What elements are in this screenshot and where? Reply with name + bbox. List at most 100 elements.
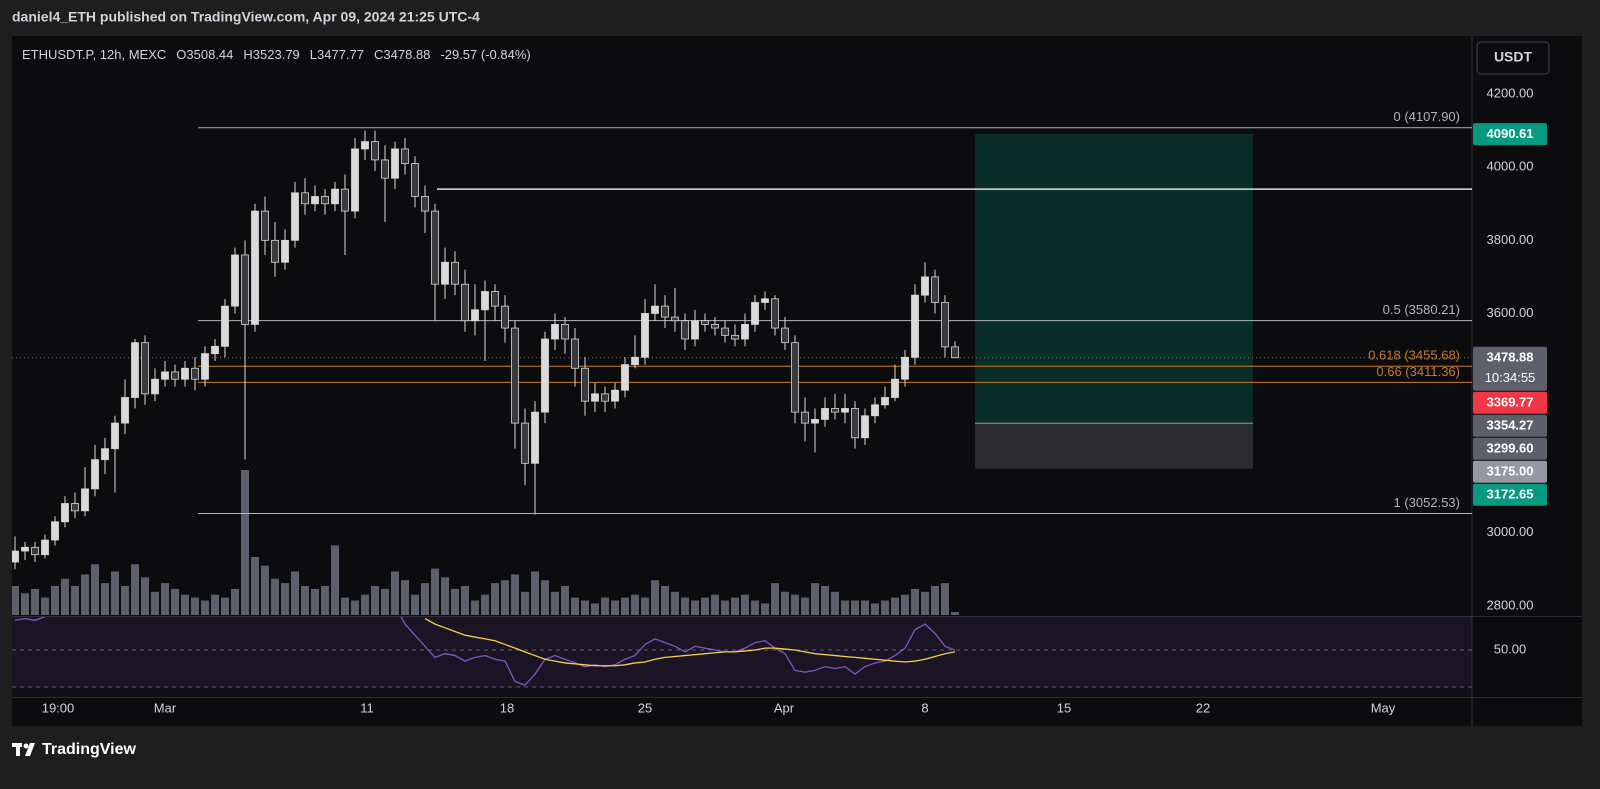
candle-body xyxy=(891,378,899,398)
candle-body xyxy=(671,316,679,322)
candle-body xyxy=(181,367,189,380)
candle-body xyxy=(171,371,179,380)
candle-body xyxy=(851,408,859,439)
ohlc-value: 3477.77 xyxy=(317,47,364,62)
volume-bar xyxy=(571,597,579,615)
candle-body xyxy=(12,550,19,563)
candle-body xyxy=(391,148,399,179)
price-label: 3299.60 xyxy=(1487,441,1534,456)
candle-body xyxy=(511,327,519,424)
volume-bar xyxy=(811,583,819,615)
candle-body xyxy=(161,371,169,380)
volume-bar xyxy=(511,574,519,615)
x-tick-label: Mar xyxy=(154,700,177,715)
volume-bar xyxy=(481,594,489,615)
candle-body xyxy=(731,334,739,340)
candle-body xyxy=(801,411,809,424)
x-tick-label: 8 xyxy=(921,700,928,715)
candle-body xyxy=(861,415,869,439)
volume-bar xyxy=(661,586,669,615)
candle-body xyxy=(201,353,209,380)
volume-bar xyxy=(321,586,329,615)
candle-body xyxy=(341,188,349,212)
candle-body xyxy=(651,305,659,314)
volume-bar xyxy=(701,597,709,615)
candle-body xyxy=(261,210,269,241)
volume-bar xyxy=(901,594,909,615)
volume-bar xyxy=(671,591,679,615)
candle-body xyxy=(61,503,69,523)
volume-bar xyxy=(471,600,479,615)
volume-bar xyxy=(81,574,89,615)
candle-body xyxy=(741,324,749,340)
candle-body xyxy=(191,367,199,380)
candle-body xyxy=(691,320,699,340)
volume-bar xyxy=(601,597,609,615)
volume-bar xyxy=(21,593,29,615)
volume-bar xyxy=(421,583,429,615)
ohlc-key: H xyxy=(243,47,252,62)
candle-body xyxy=(881,397,889,406)
candle-body xyxy=(821,408,829,420)
volume-bar xyxy=(411,594,419,615)
volume-bar xyxy=(12,586,19,615)
candle-body xyxy=(931,276,939,303)
candle-body xyxy=(631,356,639,366)
candle-body xyxy=(951,346,959,359)
volume-bar xyxy=(551,591,559,615)
candle-body xyxy=(841,408,849,413)
price-label-box xyxy=(1473,437,1547,460)
volume-bar xyxy=(801,597,809,615)
candle-body xyxy=(151,378,159,395)
x-tick-label: 18 xyxy=(500,700,514,715)
volume-bar xyxy=(171,588,179,615)
ohlc-key: L xyxy=(310,47,317,62)
volume-bar xyxy=(651,580,659,615)
volume-bar xyxy=(121,586,129,615)
volume-bar xyxy=(871,603,879,615)
ohlc-legend: ETHUSDT.P, 12h, MEXC O3508.44 H3523.79 L347… xyxy=(22,47,531,62)
price-countdown: 10:34:55 xyxy=(1485,370,1536,385)
volume-bar xyxy=(861,600,869,615)
volume-bar xyxy=(681,597,689,615)
volume-bar xyxy=(461,586,469,615)
candle-body xyxy=(221,305,229,347)
currency-label[interactable]: USDT xyxy=(1494,49,1533,65)
fib-label: 0.618 (3455.68) xyxy=(1368,348,1460,363)
candle-body xyxy=(331,188,339,205)
volume-bar xyxy=(581,600,589,615)
volume-bar xyxy=(831,591,839,615)
candle-body xyxy=(451,261,459,285)
volume-bar xyxy=(491,583,499,615)
price-label-box xyxy=(1473,414,1547,437)
volume-bar xyxy=(521,591,529,615)
candle-body xyxy=(601,393,609,402)
volume-bar xyxy=(741,594,749,615)
candle-body xyxy=(401,148,409,164)
change: -29.57 (-0.84%) xyxy=(440,47,530,62)
volume-bar xyxy=(311,588,319,615)
volume-bar xyxy=(791,594,799,615)
volume-bar xyxy=(191,597,199,615)
candle-body xyxy=(761,298,769,303)
volume-bar xyxy=(691,600,699,615)
volume-bar xyxy=(711,594,719,615)
candle-body xyxy=(871,404,879,417)
position-stop-zone xyxy=(975,423,1253,469)
price-pane: 0 (4107.90) 0.5 (3580.21) 0.618 (3455.68)0… xyxy=(12,109,1472,615)
currency-button[interactable] xyxy=(1476,41,1550,75)
candle-body xyxy=(301,192,309,205)
candle-body xyxy=(571,338,579,369)
volume-bar xyxy=(271,578,279,615)
candle-body xyxy=(81,488,89,512)
candle-body xyxy=(921,276,929,296)
volume-bar xyxy=(101,583,109,615)
volume-bar xyxy=(541,580,549,615)
candle-body xyxy=(461,283,469,322)
x-tick-label: 22 xyxy=(1196,700,1210,715)
candle-body xyxy=(111,422,119,450)
candle-body xyxy=(271,239,279,263)
fib-label: 0.66 (3411.36) xyxy=(1376,364,1460,379)
volume-bar xyxy=(721,600,729,615)
volume-bar xyxy=(731,597,739,615)
